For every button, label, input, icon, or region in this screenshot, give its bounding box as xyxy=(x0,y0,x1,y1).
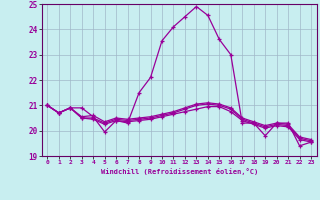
X-axis label: Windchill (Refroidissement éolien,°C): Windchill (Refroidissement éolien,°C) xyxy=(100,168,258,175)
